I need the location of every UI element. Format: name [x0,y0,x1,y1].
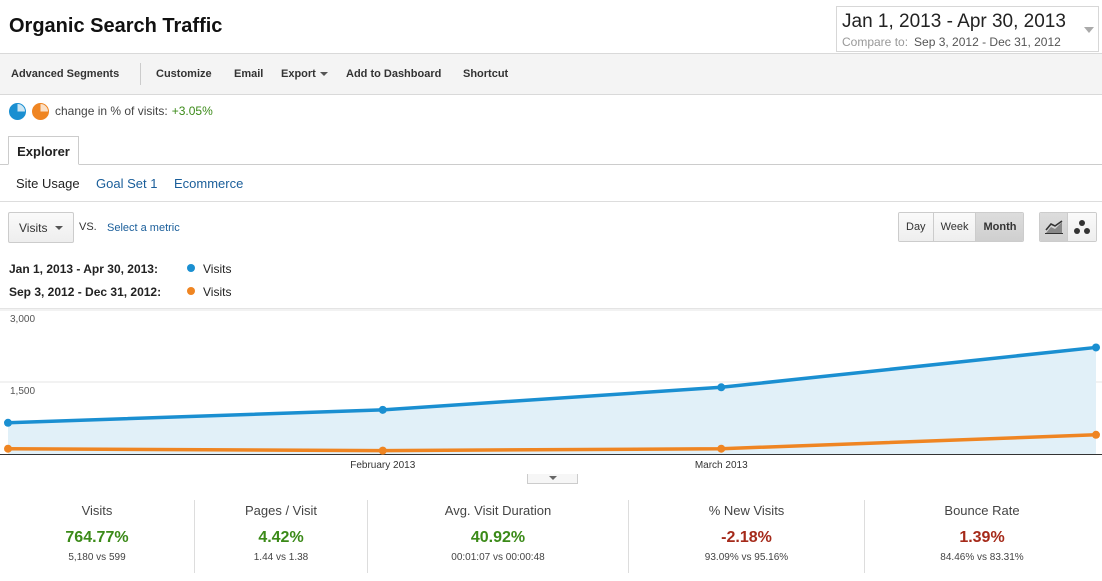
visits-change-summary: change in % of visits: +3.05% [9,102,213,120]
stat-pages-per-visit: Pages / Visit 4.42% 1.44 vs 1.38 [195,500,367,573]
pie-chart-blue-icon [9,102,26,120]
line-chart-icon[interactable] [1040,213,1068,241]
metric-dropdown[interactable]: Visits [8,212,74,243]
stat-value: 40.92% [470,529,526,546]
export-button[interactable]: Export [281,68,328,80]
add-to-dashboard-button[interactable]: Add to Dashboard [346,68,442,80]
legend-range: Jan 1, 2013 - Apr 30, 2013: [9,262,158,276]
toolbar-divider [140,63,141,85]
y-tick-label: 3,000 [10,314,35,325]
tab-bar-line [0,164,1102,165]
x-tick-label: February 2013 [350,460,415,471]
legend-series-name: Visits [203,262,232,276]
stat-label: Visits [81,503,113,518]
chart-type-buttons [1039,212,1097,242]
stat-divider [367,500,368,573]
subtab-ecommerce[interactable]: Ecommerce [174,176,244,191]
compare-label: Compare to: [842,35,909,49]
legend-item-current: Jan 1, 2013 - Apr 30, 2013: Visits [9,262,231,276]
stat-divider [194,500,195,573]
tab-explorer[interactable]: Explorer [8,136,79,165]
series-line-1 [7,433,1097,453]
stat-label: % New Visits [708,503,785,518]
chart-canvas: 1,500 3,000 February 2013 March 2013 [0,308,1102,471]
select-metric-link[interactable]: Select a metric [107,222,180,234]
summary-stats: Visits 764.77% 5,180 vs 599 Pages / Visi… [0,500,1102,581]
chevron-down-icon[interactable] [1084,27,1094,33]
series-line-0 [7,345,1097,425]
pie-chart-orange-icon [32,102,49,120]
divider [0,201,1102,202]
data-point [4,418,12,427]
advanced-segments-button[interactable]: Advanced Segments [11,68,120,80]
stat-value: -2.18% [721,529,772,546]
data-point [717,444,726,453]
month-button[interactable]: Month [976,213,1024,241]
legend-dot-orange [187,287,195,295]
stat-new-visits: % New Visits -2.18% 93.09% vs 95.16% [629,500,864,573]
stat-avg-visit-duration: Avg. Visit Duration 40.92% 00:01:07 vs 0… [368,500,628,573]
granularity-buttons: Day Week Month [898,212,1025,242]
stat-compare: 00:01:07 vs 00:00:48 [451,552,545,563]
chevron-down-icon [319,72,328,77]
stat-value: 4.42% [258,529,304,546]
shortcut-button[interactable]: Shortcut [463,68,509,80]
legend-item-previous: Sep 3, 2012 - Dec 31, 2012: Visits [9,285,231,299]
stat-divider [628,500,629,573]
page-title: Organic Search Traffic [9,15,223,37]
visits-line-chart[interactable]: 1,500 3,000 February 2013 March 2013 [0,308,1102,478]
data-point [1092,343,1100,352]
stat-value: 1.39% [959,529,1005,546]
stat-label: Avg. Visit Duration [444,503,552,518]
stat-value: 764.77% [65,529,129,546]
legend-dot-blue [187,264,195,272]
change-label: change in % of visits: [55,104,168,118]
legend-range: Sep 3, 2012 - Dec 31, 2012: [9,285,162,299]
data-point [378,405,387,414]
export-label: Export [281,68,316,80]
stat-label: Pages / Visit [244,503,318,518]
data-point [717,383,726,392]
y-tick-label: 1,500 [10,386,35,397]
day-button[interactable]: Day [899,213,934,241]
data-point [1092,430,1100,439]
date-range: Jan 1, 2013 - Apr 30, 2013 [842,11,1066,32]
compare-range: Compare to: Sep 3, 2012 - Dec 31, 2012 [842,35,1061,49]
vs-label: VS. [79,221,97,233]
legend-series-name: Visits [203,285,232,299]
stat-bounce-rate: Bounce Rate 1.39% 84.46% vs 83.31% [865,500,1099,573]
data-point [378,446,387,455]
motion-chart-icon[interactable] [1068,213,1096,241]
stat-compare: 84.46% vs 83.31% [940,552,1024,563]
week-button[interactable]: Week [933,213,977,241]
date-range-picker[interactable]: Jan 1, 2013 - Apr 30, 2013 Compare to: Se… [836,6,1099,52]
report-toolbar: Advanced Segments Customize Email Export… [0,54,1102,95]
stat-compare: 5,180 vs 599 [68,552,126,563]
stat-compare: 1.44 vs 1.38 [253,552,309,563]
stat-divider [864,500,865,573]
data-point [4,444,12,453]
series-area-0 [8,347,1096,454]
stat-label: Bounce Rate [944,503,1020,518]
stat-visits: Visits 764.77% 5,180 vs 599 [0,500,194,573]
chevron-down-icon [55,226,63,230]
stat-compare: 93.09% vs 95.16% [704,552,789,563]
email-button[interactable]: Email [234,68,264,80]
page-header: Organic Search Traffic Jan 1, 2013 - Apr… [0,0,1102,54]
x-tick-label: March 2013 [695,460,748,471]
metric-dropdown-value: Visits [19,221,48,235]
customize-button[interactable]: Customize [156,68,212,80]
subtab-goal-set-1[interactable]: Goal Set 1 [96,176,158,191]
change-value: +3.05% [171,104,213,118]
collapse-chart-toggle[interactable] [527,474,578,484]
subtab-site-usage[interactable]: Site Usage [16,176,80,191]
compare-range-value: Sep 3, 2012 - Dec 31, 2012 [914,35,1061,49]
